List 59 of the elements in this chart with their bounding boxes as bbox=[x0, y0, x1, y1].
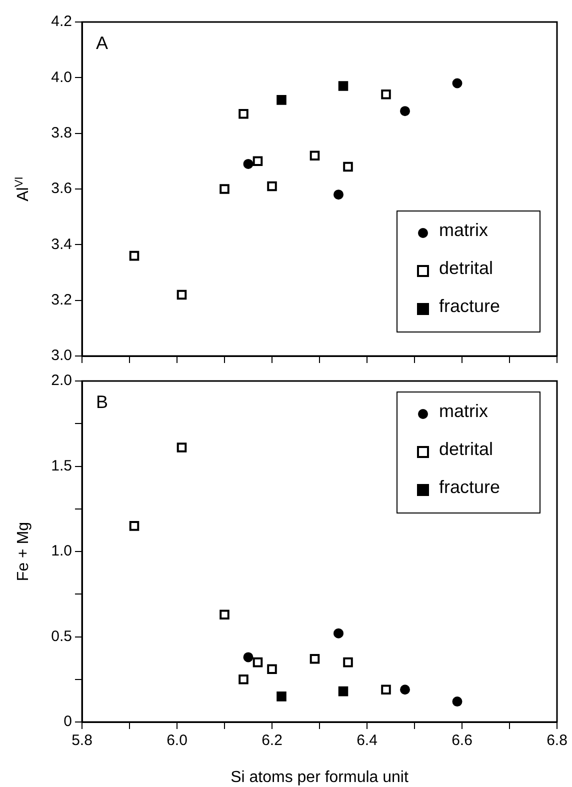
point bbox=[400, 106, 410, 116]
legend-label: fracture bbox=[439, 296, 500, 316]
x-tick-label: 6.8 bbox=[546, 732, 568, 750]
y-tick-label: 3.4 bbox=[51, 236, 72, 253]
point bbox=[220, 184, 230, 194]
point bbox=[252, 156, 263, 166]
legend-label: fracture bbox=[439, 476, 500, 497]
point bbox=[238, 108, 248, 119]
point bbox=[338, 686, 348, 696]
x-tick-label: 5.8 bbox=[72, 732, 92, 750]
legend-label: detrital bbox=[439, 258, 494, 278]
point bbox=[400, 684, 410, 695]
point bbox=[243, 652, 254, 662]
x-tick-label: 6.0 bbox=[166, 732, 188, 750]
point bbox=[220, 610, 230, 620]
point bbox=[452, 696, 462, 707]
point bbox=[129, 521, 140, 531]
legend-label: matrix bbox=[439, 400, 488, 421]
point bbox=[310, 654, 320, 664]
point bbox=[129, 250, 140, 261]
point bbox=[381, 89, 391, 100]
point bbox=[243, 158, 254, 169]
point bbox=[334, 628, 344, 638]
text: A bbox=[96, 33, 108, 53]
legend-label: detrital bbox=[439, 438, 494, 459]
point bbox=[176, 442, 187, 452]
point bbox=[452, 78, 462, 88]
point bbox=[334, 190, 344, 200]
point bbox=[343, 162, 353, 172]
point bbox=[267, 664, 277, 674]
y-tick-label: 3.6 bbox=[51, 180, 72, 198]
point bbox=[310, 150, 320, 160]
y-axis-title: AlVI bbox=[13, 176, 32, 202]
point bbox=[343, 657, 353, 668]
point bbox=[252, 657, 263, 668]
y-tick-label: 3.8 bbox=[51, 124, 72, 142]
y-tick-label: 1.0 bbox=[51, 542, 72, 560]
x-tick-label: 6.2 bbox=[262, 732, 282, 750]
y-tick-label: 1.5 bbox=[51, 457, 72, 474]
point bbox=[338, 81, 348, 91]
y-tick-label: 3.0 bbox=[51, 347, 72, 364]
y-axis-title: Fe + Mg bbox=[15, 522, 32, 582]
point bbox=[176, 290, 187, 300]
y-tick-label: 2.0 bbox=[51, 372, 72, 390]
point bbox=[267, 181, 277, 192]
text: B bbox=[96, 392, 108, 412]
point bbox=[238, 674, 248, 684]
point bbox=[276, 692, 286, 702]
y-tick-label: 4.0 bbox=[51, 68, 72, 86]
x-tick-label: 6.6 bbox=[452, 732, 472, 750]
legend-label: matrix bbox=[439, 220, 488, 240]
y-tick-label: 3.2 bbox=[51, 291, 72, 308]
x-tick-label: 6.4 bbox=[356, 732, 378, 750]
y-tick-label: 0 bbox=[64, 713, 72, 730]
y-tick-label: 4.2 bbox=[51, 13, 72, 30]
point bbox=[381, 684, 391, 694]
point bbox=[276, 95, 286, 105]
x-axis-title: Si atoms per formula unit bbox=[230, 768, 409, 786]
y-tick-label: 0.5 bbox=[51, 628, 72, 645]
